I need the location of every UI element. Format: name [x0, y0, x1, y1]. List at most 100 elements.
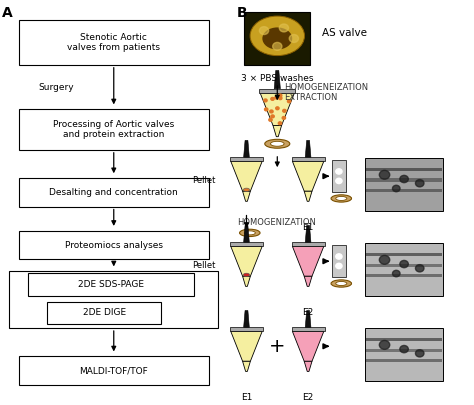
FancyBboxPatch shape: [365, 328, 443, 381]
Text: A: A: [2, 6, 13, 20]
Polygon shape: [305, 311, 311, 327]
FancyBboxPatch shape: [47, 302, 161, 324]
Circle shape: [392, 270, 400, 277]
Circle shape: [283, 109, 286, 112]
Text: Desalting and concentration: Desalting and concentration: [49, 188, 178, 197]
Text: E1: E1: [241, 393, 252, 402]
Circle shape: [400, 345, 408, 353]
FancyBboxPatch shape: [366, 264, 442, 267]
FancyBboxPatch shape: [366, 168, 442, 171]
Text: MALDI-TOF/TOF: MALDI-TOF/TOF: [79, 366, 148, 375]
Circle shape: [336, 263, 342, 269]
Polygon shape: [304, 191, 312, 201]
Circle shape: [273, 43, 282, 50]
Polygon shape: [243, 361, 250, 371]
Circle shape: [259, 27, 269, 34]
Ellipse shape: [336, 196, 347, 200]
Ellipse shape: [271, 141, 284, 146]
Circle shape: [276, 107, 279, 110]
Polygon shape: [274, 70, 280, 89]
FancyBboxPatch shape: [366, 179, 442, 182]
Ellipse shape: [262, 28, 292, 49]
Polygon shape: [260, 93, 294, 126]
Circle shape: [279, 94, 282, 97]
Polygon shape: [244, 311, 249, 327]
Polygon shape: [230, 242, 263, 246]
Ellipse shape: [243, 273, 250, 277]
Text: HOMOGENEIZATION
EXTRACTION: HOMOGENEIZATION EXTRACTION: [284, 83, 368, 102]
Circle shape: [279, 24, 289, 32]
Circle shape: [392, 185, 400, 192]
Text: 2DE SDS-PAGE: 2DE SDS-PAGE: [78, 280, 145, 289]
Polygon shape: [244, 141, 249, 157]
Polygon shape: [304, 361, 312, 371]
Text: Proteomiocs analyses: Proteomiocs analyses: [65, 241, 163, 249]
Circle shape: [282, 117, 285, 119]
FancyBboxPatch shape: [366, 349, 442, 352]
Polygon shape: [231, 331, 262, 361]
Polygon shape: [292, 161, 324, 191]
FancyBboxPatch shape: [19, 20, 209, 65]
FancyBboxPatch shape: [366, 253, 442, 256]
Text: 2DE DIGE: 2DE DIGE: [83, 308, 126, 318]
Circle shape: [278, 122, 282, 125]
Polygon shape: [231, 161, 262, 191]
Ellipse shape: [239, 229, 260, 237]
Polygon shape: [230, 157, 263, 161]
Polygon shape: [292, 327, 325, 331]
Circle shape: [271, 98, 274, 100]
FancyBboxPatch shape: [366, 338, 442, 341]
Circle shape: [269, 118, 272, 121]
Circle shape: [379, 341, 390, 350]
Text: AS valve: AS valve: [322, 28, 367, 38]
Ellipse shape: [250, 16, 304, 55]
FancyBboxPatch shape: [244, 12, 310, 65]
Polygon shape: [244, 226, 249, 242]
Polygon shape: [243, 191, 250, 201]
Polygon shape: [230, 327, 263, 331]
FancyBboxPatch shape: [9, 271, 218, 328]
Polygon shape: [292, 246, 324, 276]
Text: B: B: [237, 6, 247, 20]
Text: Pellet: Pellet: [192, 176, 216, 185]
Circle shape: [336, 254, 342, 259]
Circle shape: [336, 169, 342, 174]
Circle shape: [264, 108, 268, 111]
Text: E1: E1: [302, 223, 314, 232]
Text: Surgery: Surgery: [38, 83, 73, 92]
FancyBboxPatch shape: [19, 356, 209, 385]
Polygon shape: [292, 331, 324, 361]
Text: +: +: [269, 337, 285, 356]
Circle shape: [289, 34, 299, 43]
FancyBboxPatch shape: [366, 189, 442, 192]
Text: E2: E2: [302, 393, 314, 402]
Polygon shape: [292, 242, 325, 246]
Circle shape: [279, 97, 282, 100]
Circle shape: [379, 256, 390, 264]
Polygon shape: [231, 246, 262, 276]
FancyBboxPatch shape: [366, 359, 442, 362]
Circle shape: [275, 96, 278, 99]
Text: 3 × PBS washes: 3 × PBS washes: [241, 74, 313, 83]
Ellipse shape: [244, 231, 255, 235]
Ellipse shape: [331, 280, 352, 287]
Circle shape: [379, 171, 390, 179]
Circle shape: [400, 260, 408, 268]
Text: Processing of Aortic valves
and protein extraction: Processing of Aortic valves and protein …: [53, 120, 174, 139]
Ellipse shape: [336, 281, 347, 286]
Circle shape: [400, 175, 408, 183]
Circle shape: [336, 178, 342, 183]
Circle shape: [287, 100, 291, 103]
Ellipse shape: [265, 139, 290, 148]
Circle shape: [271, 115, 274, 118]
Circle shape: [415, 264, 424, 272]
Ellipse shape: [243, 188, 250, 192]
FancyBboxPatch shape: [19, 178, 209, 207]
Polygon shape: [304, 276, 312, 286]
Circle shape: [415, 179, 424, 187]
FancyBboxPatch shape: [365, 158, 443, 211]
FancyBboxPatch shape: [365, 243, 443, 296]
Circle shape: [270, 110, 273, 113]
Polygon shape: [292, 157, 325, 161]
Polygon shape: [259, 89, 295, 93]
